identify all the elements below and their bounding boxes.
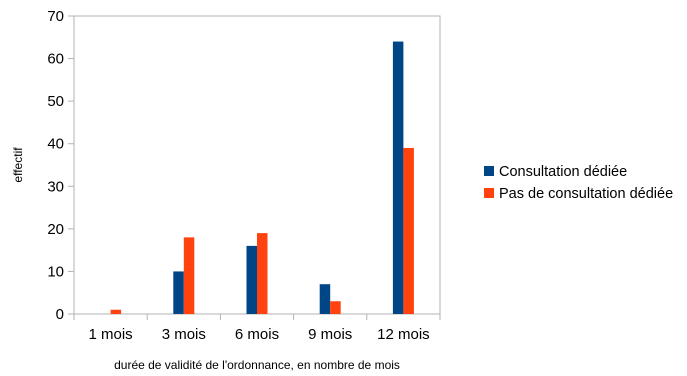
y-tick-label: 50 (47, 93, 64, 110)
bars (110, 41, 414, 315)
bar (173, 271, 184, 314)
x-tick-label: 1 mois (89, 326, 133, 343)
bar (319, 284, 331, 314)
bar (403, 147, 414, 314)
x-tick-label: 6 mois (235, 326, 279, 343)
x-axis-ticks: 1 mois 3 mois 6 mois 9 mois 12 mois (73, 314, 441, 343)
y-tick-label: 60 (47, 51, 64, 68)
y-tick-label: 0 (56, 306, 64, 323)
bar (392, 41, 404, 315)
legend-swatch (484, 188, 494, 198)
y-tick-label: 70 (47, 8, 64, 25)
y-axis-label: effectif (11, 147, 25, 183)
bar (330, 301, 341, 314)
x-tick-label: 3 mois (162, 326, 206, 343)
y-tick-label: 30 (47, 178, 64, 195)
bar (110, 309, 122, 314)
bar (183, 237, 195, 314)
x-tick-label: 12 mois (377, 326, 430, 343)
legend-swatch (484, 166, 494, 176)
legend: Consultation dédiée Pas de consultation d… (484, 164, 673, 202)
x-axis-label: durée de validité de l'ordonnance, en no… (114, 358, 400, 372)
y-tick-label: 10 (47, 263, 64, 280)
bar (246, 245, 257, 314)
x-tick-label: 9 mois (308, 326, 352, 343)
bar (257, 233, 268, 314)
legend-label: Pas de consultation dédiée (499, 186, 673, 202)
y-tick-label: 40 (47, 136, 64, 153)
legend-label: Consultation dédiée (499, 164, 627, 180)
y-tick-label: 20 (47, 221, 64, 238)
y-axis-ticks: 0 10 20 30 40 50 60 70 (47, 8, 74, 323)
